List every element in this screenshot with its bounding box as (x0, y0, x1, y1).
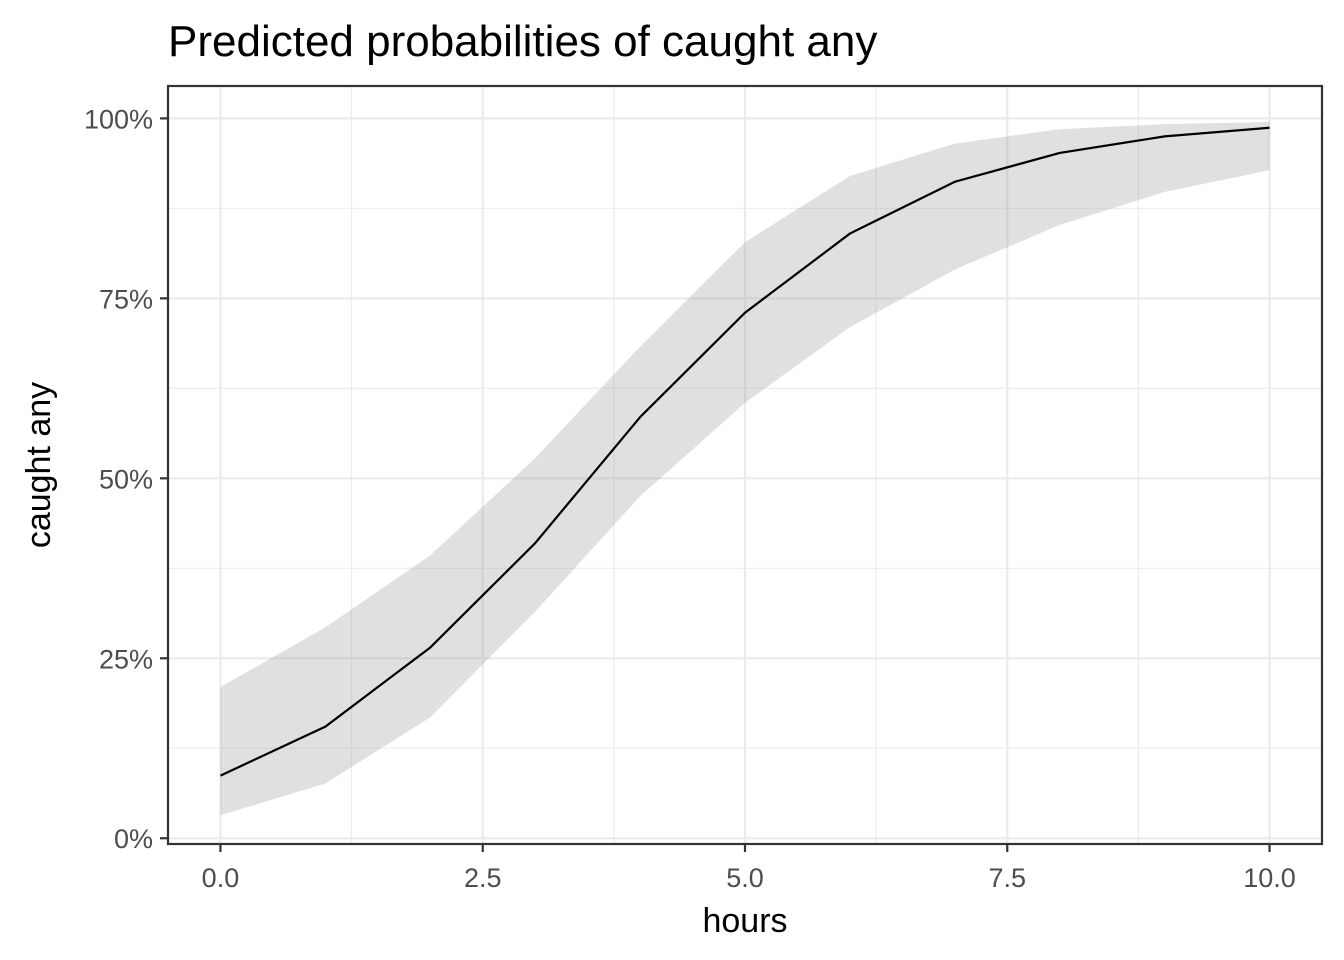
y-tick-label: 25% (99, 644, 153, 674)
axes: 0.0 2.5 5.0 7.5 10.0 0% 25% 50% 75% 100% (84, 104, 1296, 893)
y-tick-label: 75% (99, 284, 153, 314)
y-axis-title: caught any (20, 382, 58, 548)
x-tick-label: 0.0 (202, 863, 240, 893)
y-tick-label: 50% (99, 464, 153, 494)
confidence-band (220, 121, 1270, 816)
grid (168, 86, 1322, 844)
chart-title: Predicted probabilities of caught any (168, 17, 877, 66)
y-tick-label: 100% (84, 104, 153, 134)
plot-data (219, 121, 1270, 816)
x-tick-label: 5.0 (726, 863, 764, 893)
x-tick-label: 10.0 (1243, 863, 1296, 893)
x-tick-label: 2.5 (464, 863, 502, 893)
x-tick-label: 7.5 (988, 863, 1026, 893)
x-axis-title: hours (702, 902, 787, 940)
predicted-probability-line (219, 126, 1270, 777)
y-tick-label: 0% (114, 824, 153, 854)
